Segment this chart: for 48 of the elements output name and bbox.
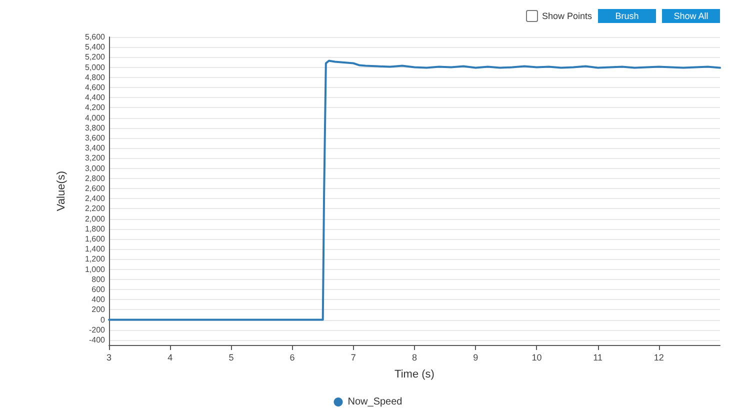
y-tick-label: 5,400 <box>84 42 106 52</box>
y-tick-label: 3,600 <box>84 133 106 142</box>
x-tick-label: 10 <box>532 352 542 362</box>
x-tick-label: 5 <box>228 352 234 362</box>
y-tick-label: 3,000 <box>84 164 106 173</box>
y-tick-label: 4,400 <box>84 93 106 102</box>
x-tick-label: 8 <box>412 352 418 362</box>
show-points-checkbox: Show Points <box>526 10 592 22</box>
y-tick-label: 2,400 <box>84 194 106 204</box>
y-tick-label: 3,800 <box>84 123 106 132</box>
y-tick-label: 3,400 <box>84 144 106 153</box>
y-tick-label: 800 <box>92 274 106 284</box>
y-tick-label: 0 <box>100 315 106 324</box>
y-tick-label: 1,000 <box>84 264 106 274</box>
x-tick-label: 11 <box>593 352 602 362</box>
y-tick-label: 3,200 <box>84 154 106 163</box>
y-tick-label: -200 <box>88 325 106 334</box>
toolbar-button: Brush <box>598 9 656 23</box>
y-tick-label: 2,200 <box>84 204 106 214</box>
y-axis-title: Value(s) <box>56 170 68 212</box>
x-tick-label: 7 <box>350 352 356 362</box>
y-tick-label: 1,800 <box>84 224 106 234</box>
y-tick-label: 5,600 <box>84 32 106 42</box>
y-tick-label: 200 <box>92 305 106 314</box>
x-tick-label: 9 <box>473 352 478 362</box>
x-axis-title: Time (s) <box>394 368 434 380</box>
y-tick-label: -400 <box>88 335 106 344</box>
y-tick-label: 2,600 <box>84 184 106 193</box>
x-tick-label: 4 <box>168 352 173 362</box>
y-tick-label: 400 <box>92 295 106 304</box>
y-tick-label: 5,200 <box>84 52 106 62</box>
x-tick-label: 12 <box>654 352 664 362</box>
toolbar-button: Show All <box>662 9 720 23</box>
x-tick-label: 3 <box>106 352 112 362</box>
y-tick-label: 1,400 <box>84 244 106 254</box>
line-series <box>108 60 721 321</box>
y-tick-label: 1,600 <box>84 234 106 244</box>
y-tick-label: 1,200 <box>84 254 106 264</box>
y-tick-label: 2,800 <box>84 174 106 183</box>
y-tick-label: 4,000 <box>84 113 106 122</box>
y-tick-label: 2,000 <box>84 214 106 224</box>
y-tick-label: 600 <box>92 284 106 294</box>
y-tick-label: 4,600 <box>84 82 106 92</box>
legend-label: Now_Speed <box>348 396 402 408</box>
y-tick-label: 5,000 <box>84 62 106 72</box>
y-tick-label: 4,800 <box>84 72 106 82</box>
y-tick-label: 4,200 <box>84 103 106 112</box>
x-tick-label: 6 <box>290 352 295 362</box>
